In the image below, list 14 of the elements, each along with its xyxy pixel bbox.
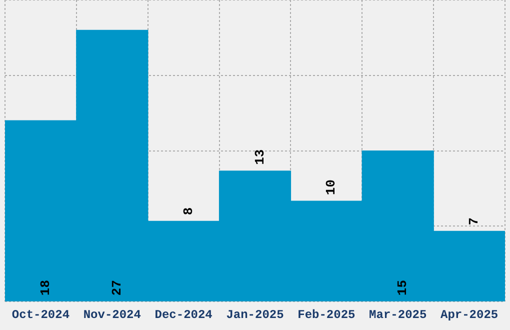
data-label: 8 <box>180 207 196 216</box>
x-tick-label: Apr-2025 <box>440 308 498 322</box>
x-tick-label: Oct-2024 <box>12 308 70 322</box>
data-label: 27 <box>109 280 124 296</box>
x-tick-label: Mar-2025 <box>369 308 427 322</box>
x-tick-label: Nov-2024 <box>83 308 141 322</box>
data-label: 15 <box>395 280 410 296</box>
x-tick-label: Feb-2025 <box>298 308 356 322</box>
data-label: 10 <box>324 179 339 196</box>
x-tick-label: Jan-2025 <box>226 308 284 322</box>
data-label: 18 <box>38 280 53 296</box>
data-label: 7 <box>466 217 482 226</box>
x-tick-label: Dec-2024 <box>154 308 212 322</box>
data-label: 13 <box>252 149 268 165</box>
